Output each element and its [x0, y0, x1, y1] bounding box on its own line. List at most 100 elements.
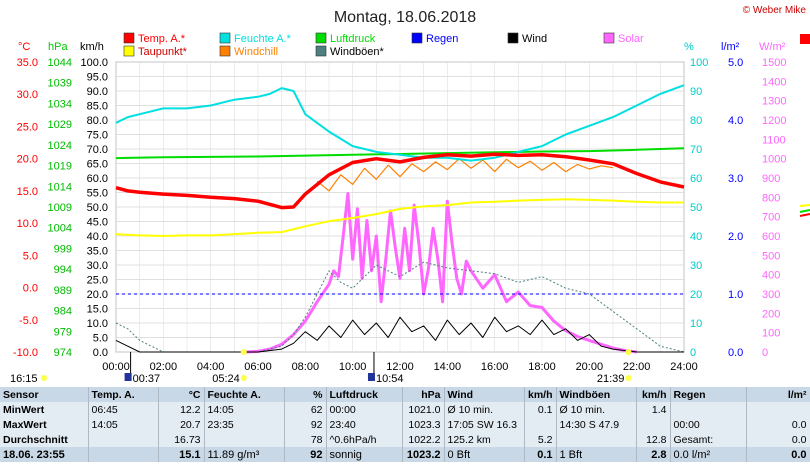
temp-tick-label: 20.0 [17, 154, 38, 166]
legend-label: Taupunkt* [138, 46, 188, 58]
temp-tick-label: 35.0 [17, 57, 38, 69]
stats-cell: km/h [636, 387, 671, 402]
stats-cell: MaxWert [0, 417, 89, 432]
solar-tick-label: 500 [762, 250, 780, 262]
stats-cell [670, 402, 747, 417]
stats-cell: 0.1 [524, 402, 557, 417]
stats-header-row: Sensor Temp. A. °C Feuchte A.% Luftdruck hPa W… [0, 387, 810, 402]
wind-tick-label: 75.0 [87, 130, 108, 142]
stats-cell: 14:30 S 47.9 [556, 417, 637, 432]
wind-tick-label: 55.0 [87, 188, 108, 200]
stats-cell: 20.7 [158, 417, 205, 432]
stats-cell: 5.2 [524, 432, 557, 447]
stats-cell: km/h [524, 387, 557, 402]
stats-row: 18.06. 23:55 15.1 11.89 g/m³ 92 sonnig 1023.2… [0, 447, 810, 462]
wind-tick-label: 10.0 [87, 318, 108, 330]
legend-swatch [315, 32, 327, 44]
wind-tick-label: 65.0 [87, 159, 108, 171]
x-tick-label: 16:00 [481, 361, 509, 373]
stats-cell: 14:05 [204, 402, 285, 417]
stats-cell: 1022.2 [402, 432, 445, 447]
stats-cell: % [284, 387, 327, 402]
rain-tick-label: 5.0 [728, 57, 743, 69]
series-line-taupunkt [115, 198, 684, 237]
pressure-axis-unit: hPa [48, 41, 68, 53]
sunrise-marker-icon [240, 375, 247, 381]
pressure-tick-label: 984 [54, 306, 72, 318]
series-line-solar [246, 192, 637, 354]
solar-tick-label: 700 [762, 212, 780, 224]
stats-cell: ^0.6hPa/h [326, 432, 403, 447]
stats-cell: sonnig [326, 447, 403, 462]
pressure-tick-label: 1019 [48, 161, 72, 173]
temp-tick-label: -10.0 [13, 347, 38, 359]
chart-legend: Temp. A.* Feuchte A.* Luftdruck Regen Wind So… [123, 32, 644, 58]
humidity-tick-label: 10 [690, 318, 702, 330]
stats-cell: 06:45 [88, 402, 159, 417]
wind-tick-label: 15.0 [87, 304, 108, 316]
stats-row: MaxWert 14:05 20.7 23:35 92 23:40 1023.3 17:05 … [0, 417, 810, 432]
legend-label: Windchill [234, 46, 278, 58]
moon-time-label: 10:54 [376, 373, 404, 385]
stats-cell: Temp. A. [88, 387, 159, 402]
stats-cell: Luftdruck [326, 387, 403, 402]
x-tick-label: 20:00 [576, 361, 604, 373]
solar-tick-label: 300 [762, 289, 780, 301]
wind-tick-label: 35.0 [87, 246, 108, 258]
stats-cell: Sensor [0, 387, 89, 402]
moon-marker [124, 373, 132, 381]
temp-tick-label: 25.0 [17, 121, 38, 133]
stats-cell: °C [158, 387, 205, 402]
humidity-tick-label: 0 [690, 347, 696, 359]
stats-cell: 18.06. 23:55 [0, 447, 89, 462]
x-tick-label: 06:00 [244, 361, 272, 373]
pressure-tick-label: 1004 [48, 223, 72, 235]
legend-swatch [411, 32, 423, 44]
wind-tick-label: 30.0 [87, 260, 108, 272]
right-edge-fragment [799, 34, 810, 217]
humidity-tick-label: 30 [690, 260, 702, 272]
stats-cell: 1023.2 [402, 447, 445, 462]
sunset-marker-icon [625, 375, 632, 381]
temp-tick-label: 5.0 [23, 250, 38, 262]
legend-label: Feuchte A.* [234, 33, 292, 45]
stats-cell [88, 432, 159, 447]
time-label-left: 16:15 [10, 373, 38, 385]
solar-axis-unit: W/m² [759, 41, 786, 53]
x-tick-label: 22:00 [623, 361, 651, 373]
humidity-tick-label: 60 [690, 173, 702, 185]
solar-tick-label: 1000 [762, 154, 786, 166]
wind-tick-label: 70.0 [87, 144, 108, 156]
stats-cell: 0.0 [746, 447, 810, 462]
solar-tick-label: 0 [762, 347, 768, 359]
statistics-table: Sensor Temp. A. °C Feuchte A.% Luftdruck hPa W… [0, 387, 810, 462]
temp-tick-label: 10.0 [17, 218, 38, 230]
stats-cell: 12.2 [158, 402, 205, 417]
legend-label: Regen [426, 33, 458, 45]
legend-swatch [603, 32, 615, 44]
stats-cell: 0.0 l/m² [670, 447, 747, 462]
rain-axis-unit: l/m² [721, 41, 740, 53]
stats-cell: 0.0 [746, 417, 810, 432]
rain-tick-label: 3.0 [728, 173, 743, 185]
solar-tick-label: 800 [762, 192, 780, 204]
legend-swatch [315, 45, 327, 57]
legend-swatch [507, 32, 519, 44]
rain-tick-label: 0.0 [728, 347, 743, 359]
stats-cell: 0.1 [524, 447, 557, 462]
x-tick-label: 24:00 [670, 361, 698, 373]
solar-tick-label: 1500 [762, 57, 786, 69]
legend-label: Temp. A.* [138, 33, 186, 45]
copyright-label: © Weber Mike [743, 5, 807, 16]
wind-tick-label: 85.0 [87, 101, 108, 113]
wind-tick-label: 20.0 [87, 289, 108, 301]
pressure-tick-label: 974 [54, 347, 72, 359]
x-tick-label: 00:00 [102, 361, 130, 373]
stats-cell: 92 [284, 447, 327, 462]
sun-time-label: 21:39 [597, 373, 625, 385]
stats-cell: l/m² [746, 387, 810, 402]
legend-swatch [219, 45, 231, 57]
series-line-windchill [316, 158, 614, 192]
stats-cell: 00:00 [670, 417, 747, 432]
temp-tick-label: -5.0 [19, 315, 38, 327]
